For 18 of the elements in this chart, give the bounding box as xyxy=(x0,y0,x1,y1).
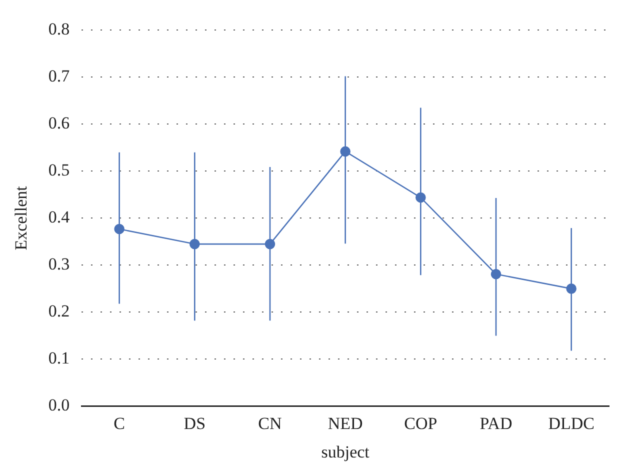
x-tick-label: C xyxy=(114,414,125,433)
y-tick-label: 0.0 xyxy=(48,396,70,415)
y-tick-label: 0.4 xyxy=(48,208,70,227)
x-tick-label: DS xyxy=(184,414,206,433)
x-tick-label: NED xyxy=(328,414,363,433)
y-tick-label: 0.5 xyxy=(48,160,70,180)
x-tick-label: PAD xyxy=(480,414,512,433)
x-tick-label: COP xyxy=(404,414,438,433)
y-tick-label: 0.6 xyxy=(48,114,70,133)
y-tick-label: 0.2 xyxy=(48,302,70,321)
y-tick-label: 0.1 xyxy=(48,348,70,368)
y-tick-label: 0.3 xyxy=(48,254,70,274)
y-tick-label: 0.7 xyxy=(48,66,70,86)
y-tick-label: 0.8 xyxy=(48,20,70,39)
y-axis-title: Excellent xyxy=(12,186,31,250)
x-tick-label: CN xyxy=(258,414,282,433)
x-tick-label: DLDC xyxy=(548,414,594,433)
x-axis-title: subject xyxy=(321,442,370,462)
